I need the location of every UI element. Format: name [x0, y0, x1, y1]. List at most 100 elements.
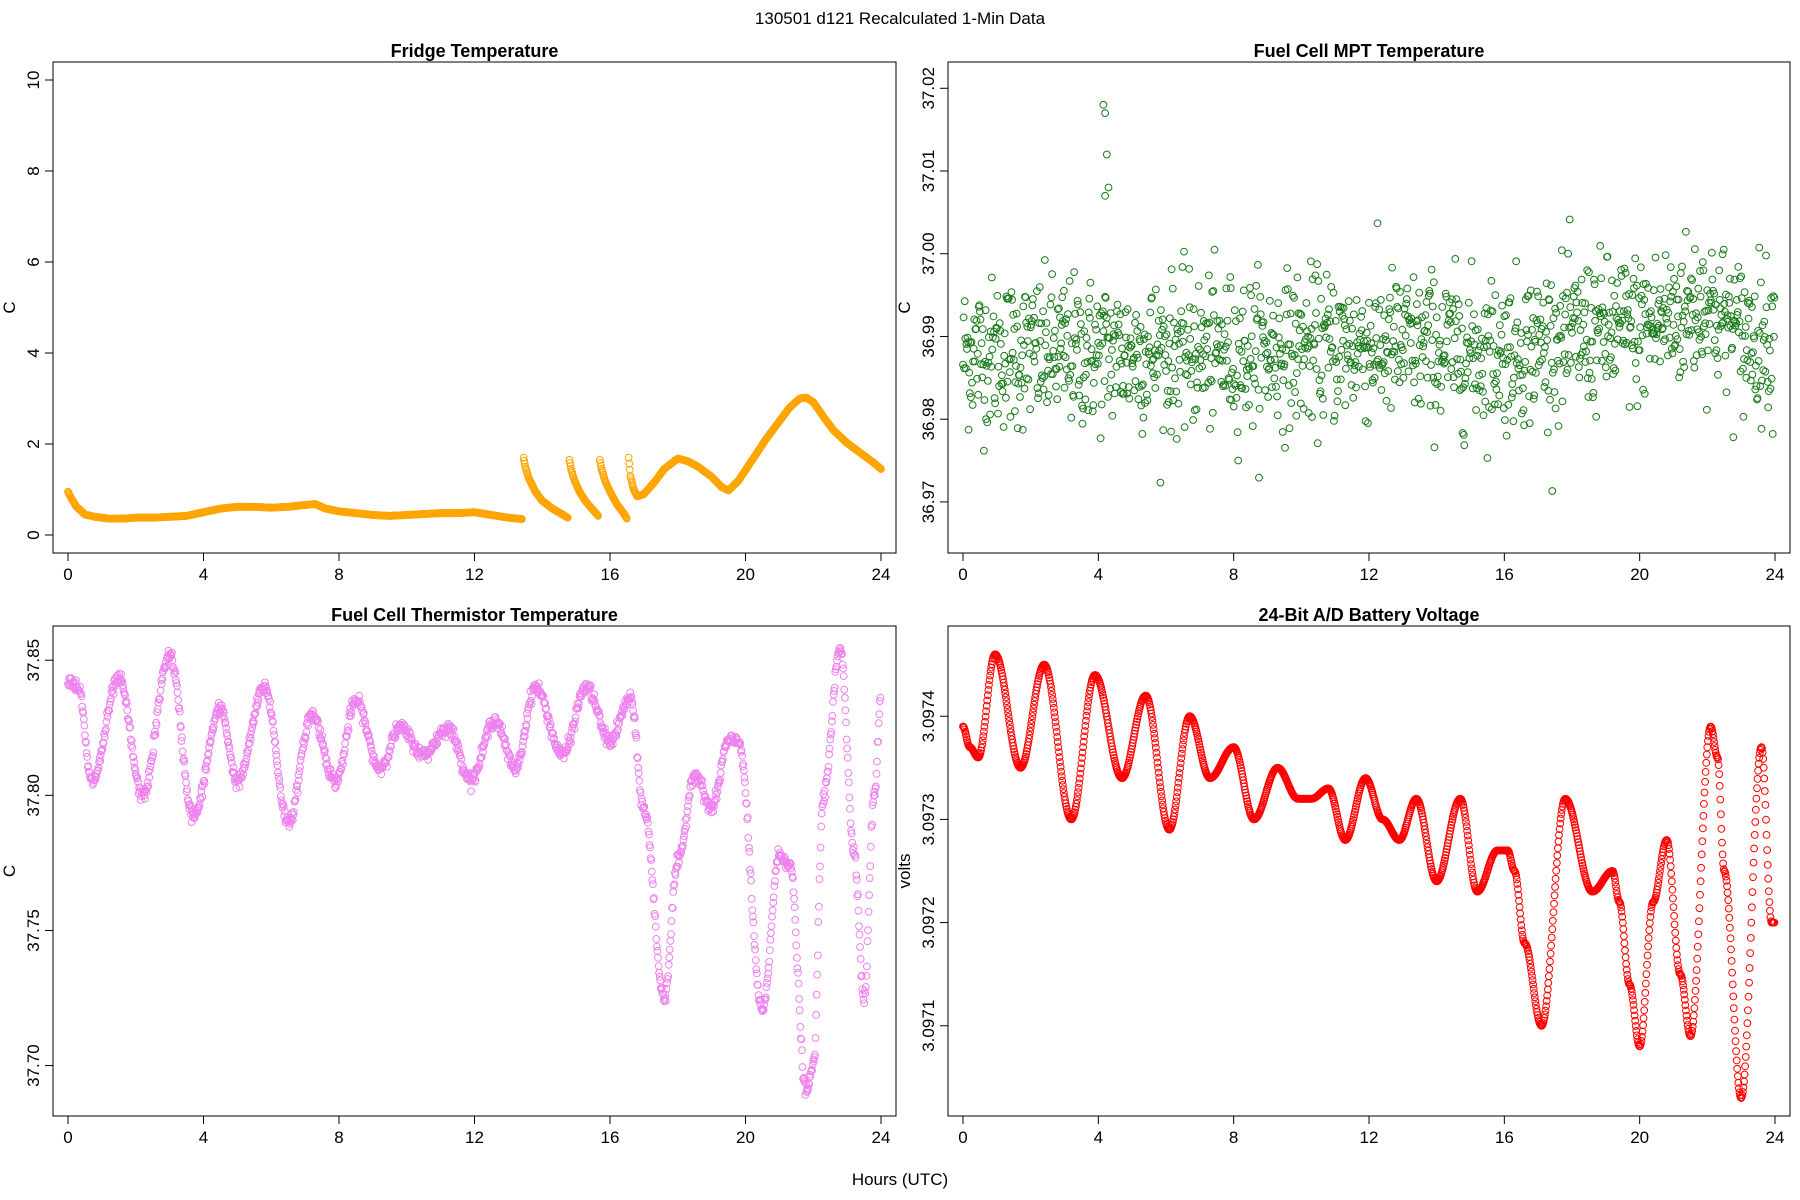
- data-point: [1735, 317, 1744, 326]
- data-point: [813, 951, 822, 960]
- data-point: [1106, 384, 1115, 393]
- data-point: [1399, 373, 1408, 382]
- data-point: [270, 731, 279, 739]
- data-point: [1293, 273, 1302, 282]
- data-point: [1422, 298, 1431, 306]
- data-point: [970, 357, 979, 366]
- data-point: [1656, 285, 1665, 293]
- data-point: [1291, 319, 1300, 328]
- data-point: [969, 344, 978, 353]
- data-point: [1410, 398, 1419, 407]
- data-point: [1372, 334, 1381, 342]
- data-point: [1314, 334, 1323, 343]
- data-point: [1035, 283, 1044, 292]
- data-point: [1615, 323, 1624, 331]
- data-point: [1075, 391, 1084, 400]
- data-point: [1459, 431, 1468, 439]
- data-point: [1362, 328, 1371, 337]
- data-point: [1052, 382, 1060, 391]
- data-point: [1255, 404, 1264, 413]
- data-point: [1071, 309, 1080, 318]
- data-point: [1086, 278, 1095, 287]
- data-point: [1696, 292, 1705, 301]
- data-point: [1163, 386, 1172, 395]
- data-point: [596, 459, 605, 467]
- data-point: [1766, 384, 1775, 393]
- data-point: [1197, 308, 1205, 317]
- data-point: [1231, 381, 1240, 390]
- data-point: [1041, 341, 1050, 350]
- data-point: [1427, 361, 1435, 369]
- data-point: [1433, 380, 1442, 389]
- data-point: [1698, 258, 1707, 267]
- data-point: [798, 1046, 806, 1055]
- data-point: [1143, 396, 1152, 405]
- data-point: [1759, 366, 1768, 375]
- data-point: [1577, 275, 1586, 284]
- x-tick-label: 16: [601, 565, 620, 584]
- data-point: [1344, 297, 1353, 306]
- data-point: [1340, 321, 1349, 330]
- data-point: [1318, 394, 1327, 403]
- data-point: [1477, 334, 1486, 343]
- data-point: [1536, 315, 1545, 324]
- data-point: [1274, 299, 1283, 308]
- data-point: [1674, 295, 1683, 304]
- data-point: [1184, 351, 1193, 360]
- data-point: [1412, 317, 1421, 326]
- data-point: [1283, 285, 1292, 294]
- data-point: [1687, 326, 1696, 335]
- data-point: [1281, 443, 1289, 452]
- data-point: [1036, 337, 1045, 345]
- data-point: [1199, 350, 1208, 359]
- data-point: [1072, 335, 1081, 344]
- data-point: [1166, 387, 1175, 396]
- data-point: [1024, 375, 1033, 384]
- data-point: [1175, 339, 1183, 348]
- data-point: [1672, 282, 1681, 291]
- data-point: [1168, 284, 1177, 293]
- data-point: [1626, 322, 1635, 331]
- data-point: [1401, 331, 1410, 340]
- data-point: [1393, 303, 1402, 311]
- data-point: [1140, 335, 1148, 344]
- data-point: [1210, 311, 1218, 320]
- data-point: [1508, 389, 1517, 398]
- data-point: [1536, 357, 1544, 366]
- data-point: [1508, 380, 1517, 389]
- data-point: [1226, 284, 1235, 293]
- data-point: [1499, 404, 1508, 413]
- data-point: [1164, 398, 1173, 406]
- data-point: [1440, 359, 1448, 368]
- data-point: [1261, 386, 1270, 395]
- data-point: [1149, 369, 1157, 378]
- data-point: [1142, 360, 1151, 369]
- data-point: [1543, 428, 1552, 437]
- data-point: [1256, 310, 1265, 319]
- data-point: [565, 456, 574, 464]
- data-point: [1131, 318, 1139, 327]
- data-point: [1014, 379, 1023, 388]
- data-point: [1364, 419, 1372, 428]
- data-point: [1685, 331, 1694, 339]
- data-point: [519, 453, 528, 462]
- data-point: [654, 962, 663, 970]
- data-point: [1296, 309, 1305, 318]
- data-point: [1047, 293, 1056, 302]
- data-point: [1574, 363, 1583, 371]
- data-point: [1515, 361, 1524, 370]
- data-point: [1489, 370, 1497, 379]
- data-point: [765, 946, 774, 955]
- data-point: [829, 698, 837, 706]
- data-point: [1575, 373, 1584, 382]
- data-point: [1683, 287, 1691, 295]
- data-point: [1704, 346, 1712, 355]
- data-point: [1682, 227, 1690, 236]
- x-tick-label: 8: [1229, 1128, 1238, 1147]
- data-point: [1166, 314, 1174, 323]
- data-point: [1201, 352, 1210, 361]
- data-point: [1647, 307, 1655, 316]
- data-point: [1082, 370, 1090, 379]
- data-point: [1705, 320, 1714, 328]
